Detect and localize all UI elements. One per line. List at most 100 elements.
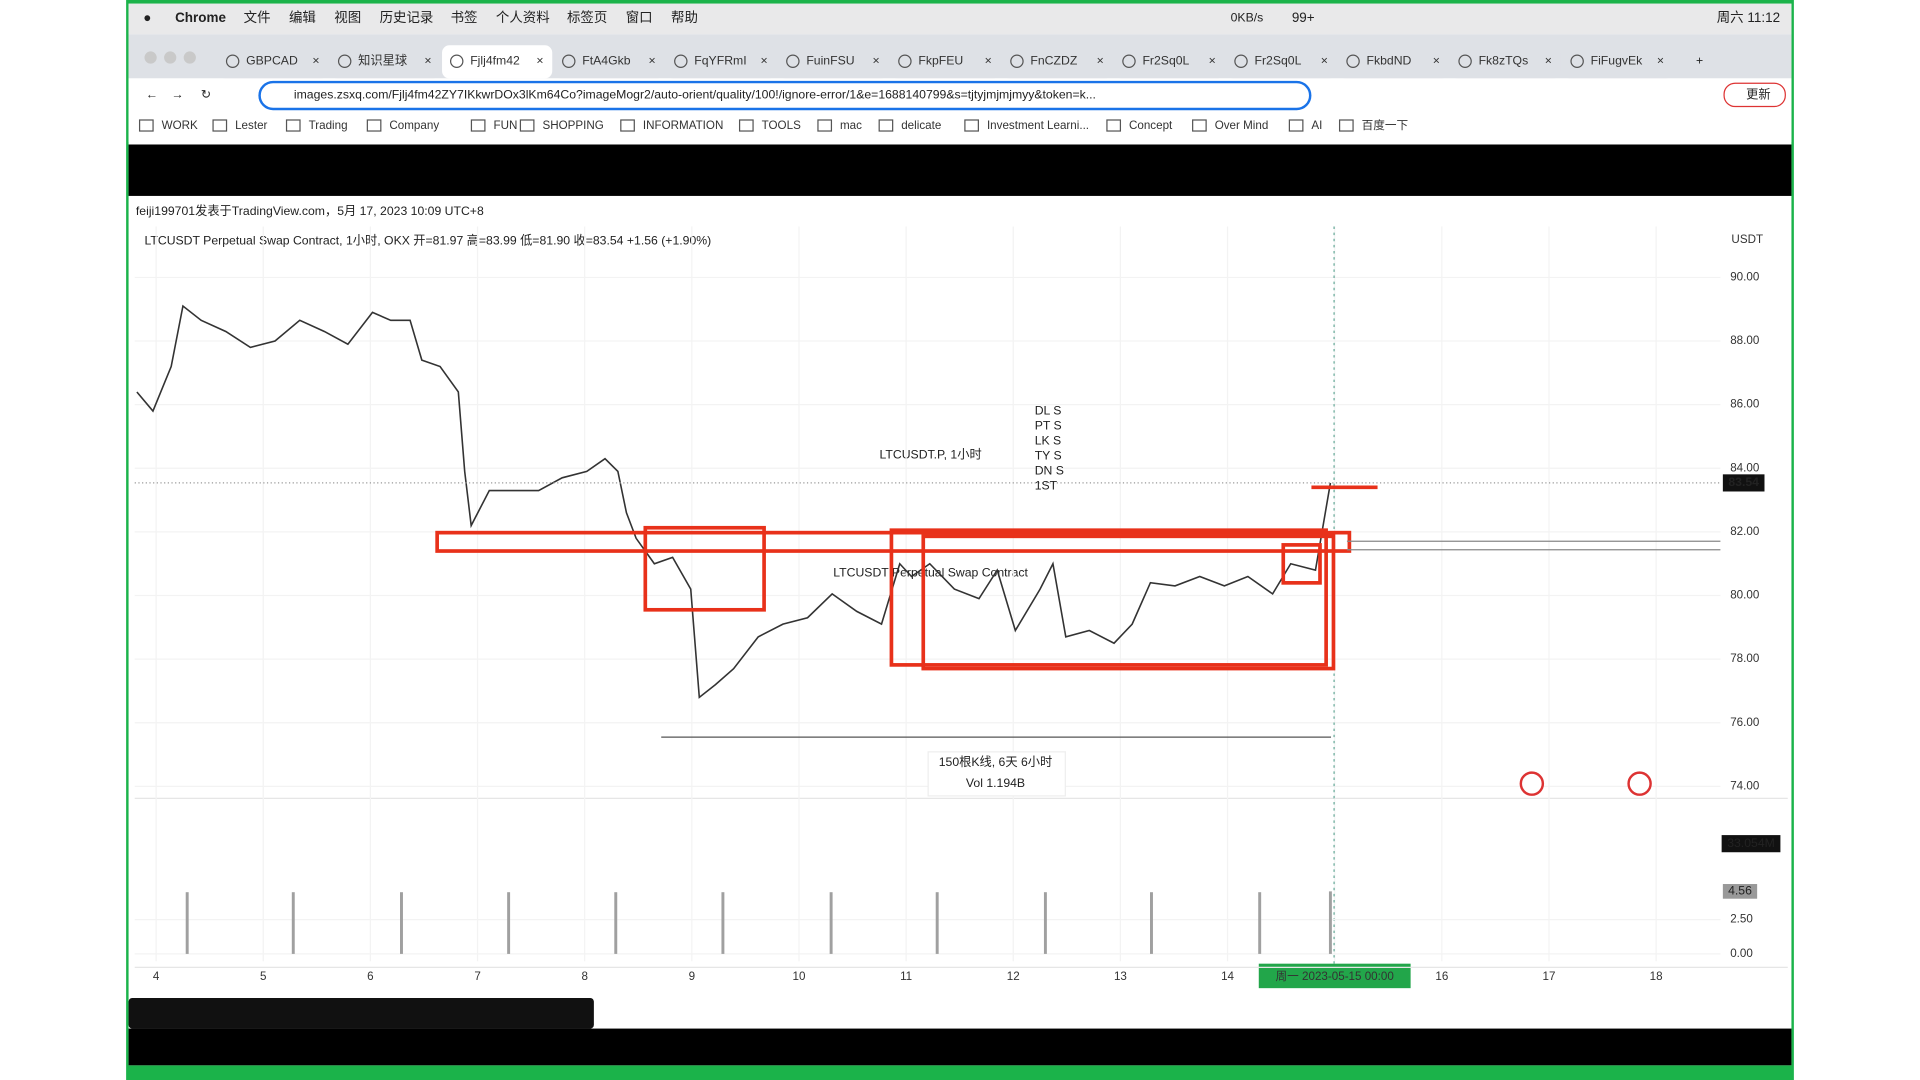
tab[interactable] <box>778 45 889 79</box>
indicator-bar <box>1258 892 1262 954</box>
bookmark[interactable]: Company <box>389 119 439 132</box>
drawn-box <box>921 534 1336 671</box>
indicator-bar <box>1328 891 1332 954</box>
app-name[interactable]: Chrome <box>175 10 226 25</box>
tab-close[interactable]: × <box>985 53 992 67</box>
tab-icon <box>450 54 464 68</box>
menu-item[interactable]: 视图 <box>334 10 361 25</box>
tab-icon <box>1346 54 1360 68</box>
tab-close[interactable]: × <box>1209 53 1216 67</box>
bookmark[interactable]: Concept <box>1129 119 1173 132</box>
tab-close[interactable]: × <box>648 53 655 67</box>
menu-item[interactable]: 历史记录 <box>380 10 434 25</box>
tab-close[interactable]: × <box>1433 53 1440 67</box>
tab[interactable] <box>1114 45 1225 79</box>
tab-title: FuinFSU <box>806 53 854 67</box>
menu-item[interactable]: 文件 <box>244 10 271 25</box>
last-value-label: 4.56 <box>1728 884 1752 898</box>
bookmark[interactable]: WORK <box>162 119 198 132</box>
badge[interactable]: 99+ <box>1292 10 1315 25</box>
bookmark[interactable]: delicate <box>901 119 941 132</box>
bookmark[interactable]: TOOLS <box>762 119 801 132</box>
bookmark[interactable]: Trading <box>309 119 348 132</box>
folder-icon <box>285 119 301 132</box>
url[interactable]: images.zsxq.com/Fjlj4fm42ZY7IKkwrDOx3lKm… <box>294 88 1096 102</box>
tab[interactable] <box>1002 45 1113 79</box>
tab-icon <box>1458 54 1472 68</box>
tab[interactable] <box>890 45 1001 79</box>
last-price-label: 83.54 <box>1728 475 1759 489</box>
omnibox[interactable] <box>258 80 1312 111</box>
indicator-bar <box>829 892 833 954</box>
window-button[interactable] <box>144 51 157 64</box>
tab-close[interactable]: × <box>424 53 431 67</box>
tab[interactable] <box>1562 45 1673 79</box>
window-button[interactable] <box>164 51 177 64</box>
tab[interactable] <box>442 45 553 79</box>
y-tick-label: 86.00 <box>1730 398 1760 411</box>
event-icon[interactable] <box>1627 771 1652 796</box>
tab-close[interactable]: × <box>1321 53 1328 67</box>
new-tab[interactable]: + <box>1696 53 1703 67</box>
tab-title: FnCZDZ <box>1030 53 1077 67</box>
tab-icon <box>898 54 912 68</box>
tab[interactable] <box>1338 45 1449 79</box>
tab-close[interactable]: × <box>873 53 880 67</box>
tab[interactable] <box>554 45 665 79</box>
tab-icon <box>1122 54 1136 68</box>
tab-title: Fjlj4fm42 <box>470 53 520 67</box>
tab[interactable] <box>1226 45 1337 79</box>
watermark: LTCUSDT.P, 1小时 <box>880 448 982 462</box>
price-line <box>136 304 1332 699</box>
clock[interactable]: 周六 11:12 <box>1717 10 1780 25</box>
tab-close[interactable]: × <box>761 53 768 67</box>
bookmark[interactable]: FUN <box>493 119 517 132</box>
tab-close[interactable]: × <box>1545 53 1552 67</box>
forward[interactable]: → <box>171 88 183 102</box>
bookmark[interactable]: AI <box>1311 119 1322 132</box>
tab-close[interactable]: × <box>536 53 543 67</box>
drawn-box <box>889 528 1328 667</box>
update-button[interactable] <box>1723 82 1786 108</box>
event-icon[interactable] <box>1519 771 1545 796</box>
tab-close[interactable]: × <box>312 53 319 67</box>
back[interactable]: ← <box>146 88 158 102</box>
y-tick-label: 76.00 <box>1730 716 1760 729</box>
menu-item[interactable]: 书签 <box>451 9 478 25</box>
measure-label: 150根K线, 6天 6小时 <box>939 755 1053 769</box>
tab[interactable] <box>330 45 441 79</box>
folder-icon <box>620 119 635 132</box>
drawing-toolbar[interactable] <box>128 997 594 1029</box>
net-speed: 0KB/s <box>1231 11 1264 25</box>
bookmark[interactable]: Lester <box>235 119 267 132</box>
tab-title: FkbdND <box>1367 53 1412 67</box>
menu-item[interactable]: 窗口 <box>626 9 653 25</box>
window-button[interactable] <box>183 51 196 64</box>
folder-icon <box>470 119 486 132</box>
bookmark[interactable]: mac <box>840 119 862 132</box>
tab-close[interactable]: × <box>1657 53 1664 67</box>
bookmark[interactable]: Investment Learni... <box>987 119 1089 132</box>
tab-close[interactable]: × <box>1097 53 1104 67</box>
measure-label: Vol 1.194B <box>966 776 1025 790</box>
folder-icon <box>366 119 382 132</box>
menu-item[interactable]: 个人资料 <box>496 10 550 25</box>
bookmark[interactable]: 百度一下 <box>1362 118 1409 132</box>
tab-title: FtA4Gkb <box>582 53 630 67</box>
bookmark[interactable]: SHOPPING <box>542 119 603 132</box>
menu-item[interactable]: 编辑 <box>289 10 316 25</box>
tab[interactable] <box>217 45 329 79</box>
x-tick-label: 5 <box>260 970 266 983</box>
folder-icon <box>1288 119 1304 132</box>
tab[interactable] <box>1450 45 1561 79</box>
apple-logo[interactable]: ● <box>143 10 151 25</box>
bookmark[interactable]: INFORMATION <box>643 119 724 132</box>
reload[interactable]: ↻ <box>201 88 211 102</box>
menu-item[interactable]: 帮助 <box>671 10 698 25</box>
bookmark[interactable]: Over Mind <box>1215 119 1269 132</box>
menu-item[interactable]: 标签页 <box>567 9 607 25</box>
drawn-box <box>643 525 766 612</box>
tab[interactable] <box>666 45 777 79</box>
annotation: LK S <box>1035 434 1062 448</box>
tabs: GBPCAD × 知识星球 × Fjlj4fm42 × FtA4Gkb × FqYFRmI × Fu… <box>217 45 1673 79</box>
